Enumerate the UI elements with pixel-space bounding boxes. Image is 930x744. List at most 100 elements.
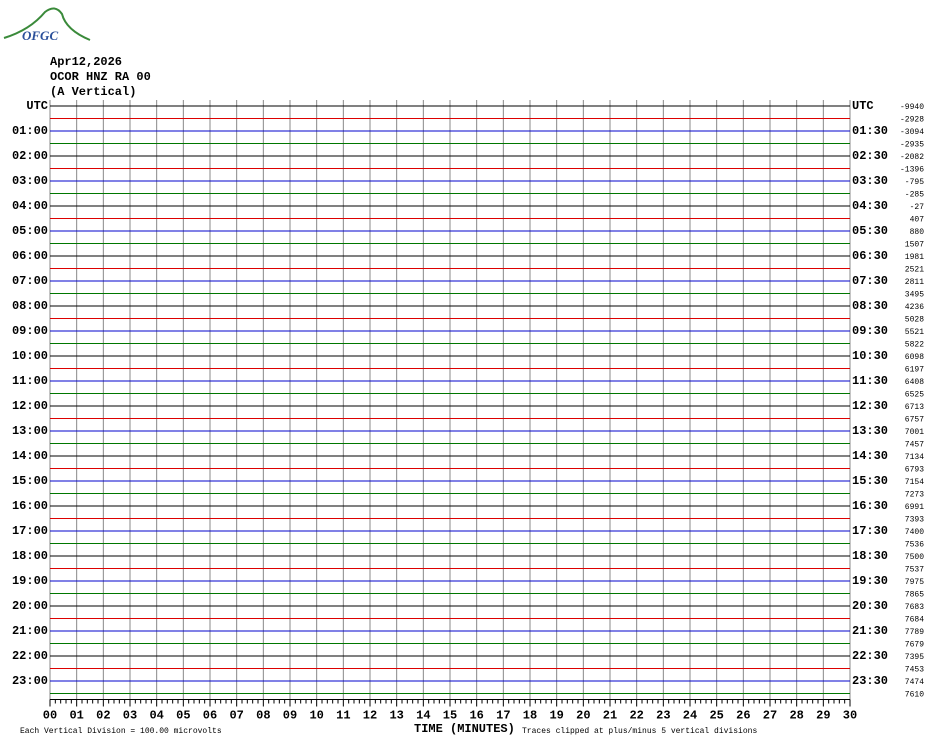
x-tick-label: 07 [229, 709, 243, 723]
half-hour-label: 04:30 [852, 199, 888, 213]
station: OCOR HNZ RA 00 [50, 70, 151, 84]
half-hour-label: 23:30 [852, 674, 888, 688]
half-hour-label: 14:30 [852, 449, 888, 463]
trace-offset: 5028 [905, 316, 924, 325]
x-tick-label: 09 [283, 709, 297, 723]
trace-offset: -9940 [900, 103, 924, 112]
trace-offset: -2935 [900, 141, 924, 150]
trace-offset: -285 [905, 191, 924, 200]
half-hour-label: 21:30 [852, 624, 888, 638]
half-hour-label: 18:30 [852, 549, 888, 563]
trace-offset: 2811 [905, 278, 924, 287]
trace-offset: 7975 [905, 578, 924, 587]
hour-label: 18:00 [12, 549, 48, 563]
x-tick-label: 21 [603, 709, 617, 723]
trace-offset: 7453 [905, 666, 924, 675]
trace-offset: 7474 [905, 678, 924, 687]
date: Apr12,2026 [50, 55, 122, 69]
hour-label: 15:00 [12, 474, 48, 488]
trace-offset: 7273 [905, 491, 924, 500]
trace-offset: 6757 [905, 416, 924, 425]
x-tick-label: 00 [43, 709, 57, 723]
x-tick-label: 15 [443, 709, 457, 723]
half-hour-label: 03:30 [852, 174, 888, 188]
x-tick-label: 06 [203, 709, 217, 723]
x-tick-label: 29 [816, 709, 830, 723]
scale-note: Each Vertical Division = 100.00 microvol… [20, 727, 222, 736]
x-tick-label: 26 [736, 709, 750, 723]
trace-offset: 7679 [905, 641, 924, 650]
hour-label: 08:00 [12, 299, 48, 313]
hour-label: 04:00 [12, 199, 48, 213]
x-tick-label: 12 [363, 709, 377, 723]
trace-offset: 7457 [905, 441, 924, 450]
trace-offset: 7134 [905, 453, 924, 462]
half-hour-label: 09:30 [852, 324, 888, 338]
hour-label: 11:00 [12, 374, 48, 388]
hour-label: 06:00 [12, 249, 48, 263]
half-hour-label: 12:30 [852, 399, 888, 413]
hour-label: 01:00 [12, 124, 48, 138]
hour-label: 12:00 [12, 399, 48, 413]
half-hour-label: UTC [852, 99, 874, 113]
trace-offset: 6408 [905, 378, 924, 387]
half-hour-label: 10:30 [852, 349, 888, 363]
hour-label: 03:00 [12, 174, 48, 188]
half-hour-label: 13:30 [852, 424, 888, 438]
hour-label: 20:00 [12, 599, 48, 613]
x-tick-label: 19 [549, 709, 563, 723]
trace-offset: 4236 [905, 303, 924, 312]
hour-label: 16:00 [12, 499, 48, 513]
trace-offset: 7395 [905, 653, 924, 662]
hour-label: 21:00 [12, 624, 48, 638]
trace-offset: 6197 [905, 366, 924, 375]
trace-offset: 7001 [905, 428, 924, 437]
trace-offset: 5822 [905, 341, 924, 350]
trace-offset: 6991 [905, 503, 924, 512]
trace-offset: 7500 [905, 553, 924, 562]
trace-offset: -2928 [900, 116, 924, 125]
x-tick-label: 17 [496, 709, 510, 723]
x-tick-label: 02 [96, 709, 110, 723]
trace-offset: 5521 [905, 328, 924, 337]
hour-label: 07:00 [12, 274, 48, 288]
x-tick-label: 08 [256, 709, 270, 723]
trace-offset: 7610 [905, 691, 924, 700]
trace-offset: 7684 [905, 616, 924, 625]
half-hour-label: 15:30 [852, 474, 888, 488]
half-hour-label: 20:30 [852, 599, 888, 613]
hour-label: 23:00 [12, 674, 48, 688]
hour-label: 17:00 [12, 524, 48, 538]
trace-offset: 7393 [905, 516, 924, 525]
trace-offset: -27 [910, 203, 925, 212]
half-hour-label: 17:30 [852, 524, 888, 538]
trace-offset: 7865 [905, 591, 924, 600]
x-tick-label: 03 [123, 709, 137, 723]
logo: OFGC [3, 7, 91, 43]
trace-offset: 1507 [905, 241, 924, 250]
half-hour-label: 06:30 [852, 249, 888, 263]
hour-label: 22:00 [12, 649, 48, 663]
x-tick-label: 13 [389, 709, 403, 723]
hour-label: 02:00 [12, 149, 48, 163]
hour-label: 14:00 [12, 449, 48, 463]
hour-label: 13:00 [12, 424, 48, 438]
trace-offset: 7537 [905, 566, 924, 575]
hour-label: 09:00 [12, 324, 48, 338]
x-tick-label: 27 [763, 709, 777, 723]
x-tick-label: 25 [709, 709, 723, 723]
x-tick-label: 20 [576, 709, 590, 723]
trace-offset: 6793 [905, 466, 924, 475]
trace-offset: 7789 [905, 628, 924, 637]
x-tick-label: 10 [309, 709, 323, 723]
half-hour-label: 11:30 [852, 374, 888, 388]
x-tick-label: 22 [629, 709, 643, 723]
x-title: TIME (MINUTES) [414, 722, 515, 736]
x-tick-label: 16 [469, 709, 483, 723]
component: (A Vertical) [50, 85, 136, 99]
x-tick-label: 11 [336, 709, 350, 723]
x-tick-label: 18 [523, 709, 537, 723]
trace-offset: 7536 [905, 541, 924, 550]
trace-offset: 7683 [905, 603, 924, 612]
